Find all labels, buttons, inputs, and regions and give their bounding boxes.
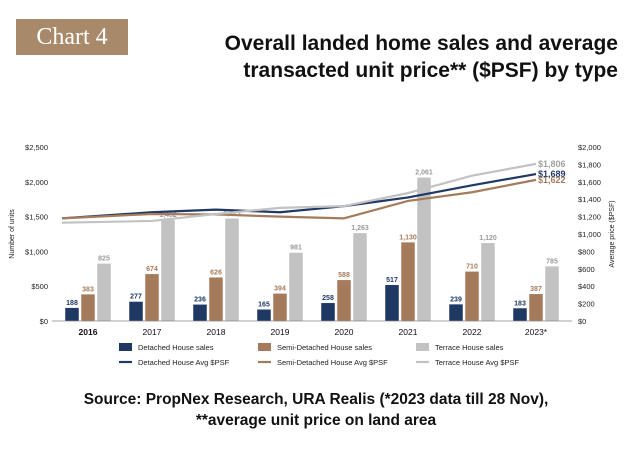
- chart-badge: Chart 4: [16, 19, 128, 55]
- y2-tick-label: $1,200: [578, 213, 601, 222]
- legend-label: Detached House Avg $PSF: [138, 358, 230, 367]
- line-semi-detached-house-avg-psf: [61, 178, 537, 220]
- y-tick-label: $1,000: [25, 247, 48, 256]
- line-end-label: $1,689: [538, 169, 566, 179]
- y2-tick-label: $2,000: [578, 143, 601, 152]
- legend-label: Terrace House sales: [435, 343, 504, 352]
- bar-value-label: 710: [466, 264, 478, 271]
- y2-tick-label: $400: [578, 282, 595, 291]
- legend-swatch-detached-house-sales: [119, 343, 132, 351]
- bar-value-label: 588: [338, 272, 350, 279]
- bar-value-label: 1,263: [351, 225, 369, 232]
- bar-semi-detached-house-sales-2023: [529, 294, 543, 321]
- bar-value-label: 387: [530, 286, 542, 293]
- bar-value-label: 236: [194, 297, 206, 304]
- y-tick-label: $2,500: [25, 143, 48, 152]
- line-terrace-house-avg-psf: [61, 162, 537, 224]
- bar-semi-detached-house-sales-2022: [465, 271, 479, 321]
- line-end-label: $1,622: [538, 175, 566, 185]
- bar-detached-house-sales-2020: [321, 303, 335, 321]
- y-axis-title: Number of units: [9, 209, 16, 259]
- bar-value-label: 394: [274, 286, 286, 293]
- bar-value-label: 1,120: [479, 235, 497, 242]
- chart-title: Overall landed home sales and average tr…: [136, 30, 618, 84]
- y-tick-label: $2,000: [25, 178, 48, 187]
- y2-tick-label: $1,000: [578, 230, 601, 239]
- bar-terrace-house-sales-2020: [353, 233, 367, 321]
- bar-semi-detached-house-sales-2021: [401, 242, 415, 321]
- y2-tick-label: $600: [578, 265, 595, 274]
- bar-terrace-house-sales-2017: [161, 219, 175, 321]
- bar-value-label: 258: [322, 295, 334, 302]
- y2-tick-label: $1,800: [578, 160, 601, 169]
- y-tick-label: $0: [40, 317, 48, 326]
- bar-detached-house-sales-2021: [385, 285, 399, 321]
- x-tick-label: 2020: [335, 327, 354, 337]
- bar-detached-house-sales-2017: [129, 301, 143, 321]
- bar-value-label: 383: [82, 286, 94, 293]
- bar-detached-house-sales-2018: [193, 304, 207, 321]
- y-tick-label: $1,500: [25, 213, 48, 222]
- x-tick-label: 2018: [207, 327, 226, 337]
- line-end-label: $1,806: [538, 159, 566, 169]
- bar-value-label: 825: [98, 256, 110, 263]
- sales-price-chart: $0 $500 $1,000 $1,500 $2,000 $2,500 $0 $200 $400…: [9, 143, 616, 367]
- bar-detached-house-sales-2023: [513, 308, 527, 321]
- bar-terrace-house-sales-2019: [289, 252, 303, 321]
- bar-detached-house-sales-2016: [65, 307, 79, 321]
- bar-semi-detached-house-sales-2019: [273, 293, 287, 321]
- bar-value-label: 183: [514, 300, 526, 307]
- bar-terrace-house-sales-2016: [97, 263, 111, 321]
- bar-value-label: 1,130: [399, 234, 417, 241]
- bar-terrace-house-sales-2023: [545, 266, 559, 321]
- legend-swatch-semi-detached-house-sales: [258, 343, 271, 351]
- bar-value-label: 517: [386, 277, 398, 284]
- y2-tick-label: $800: [578, 247, 595, 256]
- source-note: Source: PropNex Research, URA Realis (*2…: [0, 389, 632, 431]
- source-line-1: Source: PropNex Research, URA Realis (*2…: [83, 391, 549, 408]
- bar-semi-detached-house-sales-2020: [337, 280, 351, 321]
- y2-tick-label: $200: [578, 300, 595, 309]
- chart-title-line-1: Overall landed home sales and average: [224, 32, 618, 55]
- y2-axis-title: Average price ($PSF): [609, 200, 616, 267]
- bar-value-label: 981: [290, 245, 302, 252]
- x-tick-label: 2023*: [525, 327, 548, 337]
- bar-terrace-house-sales-2022: [481, 243, 495, 321]
- bar-semi-detached-house-sales-2018: [209, 277, 223, 321]
- bar-value-label: 674: [146, 266, 158, 273]
- legend-label: Semi-Detached House sales: [277, 343, 372, 352]
- x-tick-label: 2017: [143, 327, 162, 337]
- x-tick-label: 2022: [463, 327, 482, 337]
- bar-value-label: 165: [258, 302, 270, 309]
- legend-label: Semi-Detached House Avg $PSF: [277, 358, 388, 367]
- source-line-2: **average unit price on land area: [195, 412, 437, 429]
- legend-label: Terrace House Avg $PSF: [435, 358, 519, 367]
- bar-value-label: 2,061: [415, 170, 433, 177]
- legend-swatch-terrace-house-sales: [416, 343, 429, 351]
- x-tick-label: 2021: [399, 327, 418, 337]
- y-tick-label: $500: [31, 282, 48, 291]
- bar-detached-house-sales-2022: [449, 304, 463, 321]
- bar-semi-detached-house-sales-2017: [145, 274, 159, 321]
- bar-value-label: 626: [210, 269, 222, 276]
- x-tick-label: 2016: [79, 327, 98, 337]
- y2-tick-label: $0: [578, 317, 586, 326]
- bar-value-label: 188: [66, 300, 78, 307]
- line-detached-house-avg-psf: [61, 172, 537, 220]
- x-tick-label: 2019: [271, 327, 290, 337]
- bar-terrace-house-sales-2018: [225, 218, 239, 321]
- legend-label: Detached House sales: [138, 343, 214, 352]
- bar-terrace-house-sales-2021: [417, 177, 431, 321]
- bar-value-label: 1,452: [159, 212, 177, 219]
- bar-detached-house-sales-2019: [257, 309, 271, 321]
- y2-tick-label: $1,400: [578, 195, 601, 204]
- bar-value-label: 239: [450, 296, 462, 303]
- y2-tick-label: $1,600: [578, 178, 601, 187]
- bar-semi-detached-house-sales-2016: [81, 294, 95, 321]
- bar-value-label: 277: [130, 294, 142, 301]
- bar-value-label: 785: [546, 258, 558, 265]
- chart-title-line-2: transacted unit price** ($PSF) by type: [243, 59, 618, 82]
